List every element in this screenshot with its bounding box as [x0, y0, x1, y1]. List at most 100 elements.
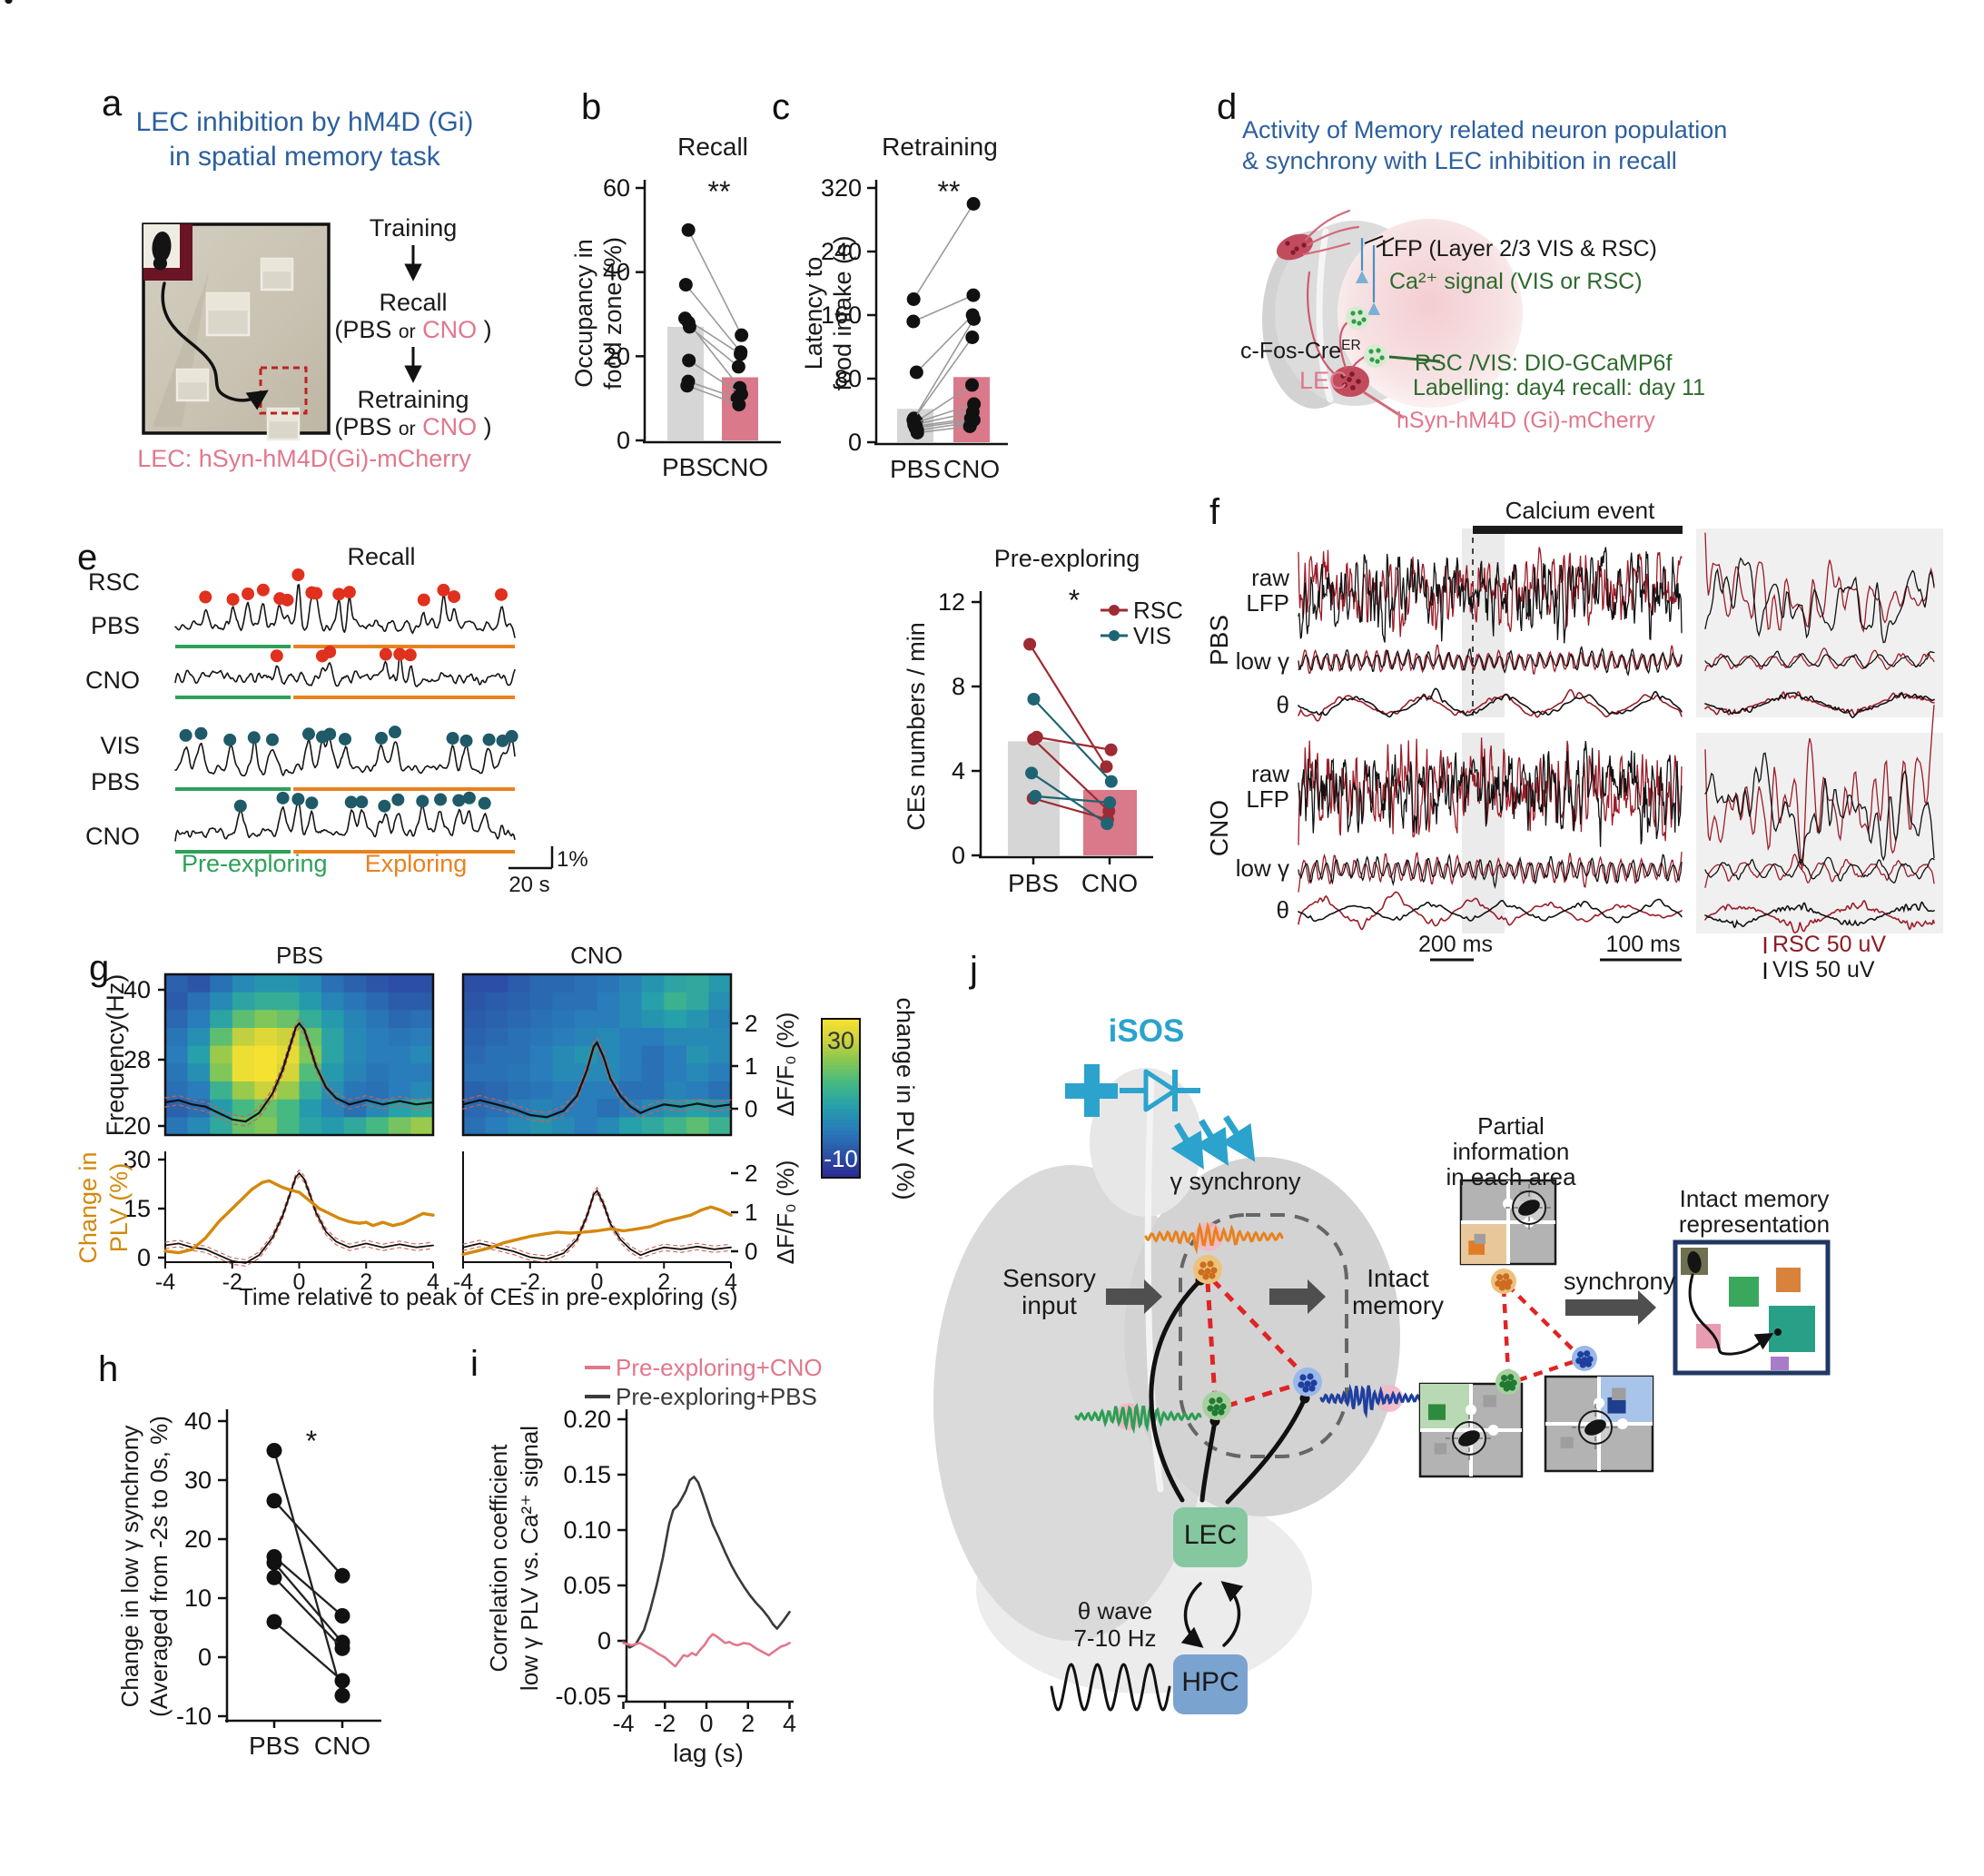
heat-cell: [187, 1099, 211, 1118]
event-dot: [291, 568, 305, 581]
pair-line: [1032, 738, 1110, 812]
colorbar-strip: [822, 1054, 860, 1060]
event-dot: [448, 590, 461, 604]
y-tick-label: 160: [821, 301, 862, 329]
pair-line: [687, 229, 743, 336]
d-hsyn-pointer: [1363, 390, 1405, 420]
significance: **: [708, 175, 731, 208]
calcium-trace: [174, 736, 516, 777]
rep-orange-square: [1776, 1268, 1801, 1292]
rep-path: [1688, 1273, 1774, 1356]
flow-step-training: Training: [369, 214, 458, 242]
heat-cell: [232, 1028, 255, 1047]
f-group-cno: CNO: [1205, 800, 1233, 856]
heat-cell: [619, 1028, 643, 1047]
plv-axis-label-1: Change in: [74, 1151, 102, 1263]
cluster-dot: [1503, 1273, 1510, 1280]
colorbar-strip: [822, 1131, 860, 1135]
heat-cell: [619, 992, 643, 1011]
heat-cell: [276, 1063, 301, 1082]
lec-label: LEC: [1299, 367, 1347, 394]
heat-cell: [686, 1099, 710, 1118]
heat-cell: [165, 974, 189, 993]
event-dot: [505, 729, 518, 743]
d-seed-dot: [1301, 242, 1307, 248]
calcium-event-title: Calcium event: [1505, 497, 1655, 524]
data-point: [966, 197, 981, 211]
d-green-dot: [1375, 359, 1380, 364]
heat-cell: [529, 1028, 553, 1047]
heat-cell: [366, 1117, 390, 1136]
theta-trace: [1298, 689, 1683, 722]
heat-cell: [366, 1045, 390, 1064]
event-dot: [434, 793, 448, 806]
x-tick-label: 2: [657, 1269, 670, 1295]
d-gcamp-pointer: [1388, 355, 1441, 363]
panel-label-e: e: [77, 538, 98, 578]
y-tick-label: 40: [603, 259, 630, 286]
heat-cell: [276, 1099, 301, 1118]
heat-cell: [574, 1117, 598, 1136]
rsc-scale-label: RSC 50 uV: [1772, 932, 1887, 957]
puzzle-knob: [1523, 1217, 1535, 1228]
mouse-body: [1584, 1419, 1606, 1436]
trace-label-rsc: RSC: [87, 568, 140, 596]
pair-line: [273, 1555, 343, 1617]
lowgamma-label-2: low γ: [1235, 854, 1289, 882]
heat-cell: [210, 1117, 233, 1136]
cluster-dot: [1496, 1274, 1504, 1281]
colorbar-strip: [822, 1065, 860, 1071]
heat-cell: [574, 1028, 598, 1047]
heat-cell: [641, 1045, 665, 1064]
y-tick-label: 40: [184, 1407, 212, 1435]
raw-label-1: raw: [1251, 564, 1289, 591]
freq-tick-label: 40: [123, 976, 151, 1003]
lfp-label: LFP (Layer 2/3 VIS & RSC): [1381, 236, 1657, 262]
lec-box: [1173, 1507, 1248, 1567]
b-ylabel-2: food zone (%): [599, 237, 627, 390]
heat-cell: [165, 1010, 189, 1029]
colorbar-strip: [822, 1061, 860, 1067]
cluster-dot: [1299, 1374, 1307, 1381]
freq-tick-label: 28: [123, 1046, 151, 1073]
event-dot: [342, 586, 356, 599]
cluster-dot: [1575, 1358, 1583, 1365]
heat-cell: [463, 1063, 487, 1082]
heat-cell: [232, 1045, 255, 1064]
lfp-label-2: LFP: [1246, 785, 1289, 813]
heat-cell: [254, 974, 278, 993]
hpc-box: [1173, 1654, 1248, 1714]
heat-cell: [343, 1081, 367, 1101]
heat-cell: [321, 992, 345, 1011]
i-xlabel: lag (s): [673, 1739, 744, 1767]
pair-line: [685, 284, 742, 353]
data-point: [1104, 775, 1118, 788]
heat-cell: [299, 1045, 322, 1064]
heat-cell: [708, 1063, 732, 1082]
heat-cell: [619, 1117, 643, 1136]
cluster-dot: [1216, 1397, 1223, 1404]
puzzle-gray-square: [1434, 1443, 1447, 1455]
d-axon: [1304, 209, 1351, 242]
mouse-silhouette: [152, 231, 172, 271]
panel-a-title-2: in spatial memory task: [169, 142, 440, 172]
ca-signal-label: Ca²⁺ signal (VIS or RSC): [1389, 269, 1643, 294]
heat-cell: [165, 1063, 189, 1082]
time-scale-label: 20 s: [508, 873, 550, 897]
heat-cell: [187, 1063, 211, 1082]
panel-d-title-1: Activity of Memory related neuron popula…: [1242, 116, 1728, 143]
colorbar-strip: [822, 1105, 860, 1111]
colorbar-strip: [822, 1127, 860, 1131]
cluster-dot: [1198, 1269, 1205, 1276]
heat-cell: [165, 1099, 189, 1118]
heat-cell: [485, 1063, 508, 1082]
sync-link: [1227, 1383, 1295, 1408]
heat-cell: [508, 1081, 531, 1101]
heat-cell: [343, 974, 367, 993]
dff-tick-label: 1: [745, 1199, 757, 1226]
colorbar-strip: [822, 1156, 860, 1160]
colorbar-strip: [822, 1098, 860, 1103]
intact-rep-label-2: representation: [1678, 1210, 1831, 1238]
heat-cell: [485, 974, 508, 993]
pair-line: [687, 380, 738, 400]
